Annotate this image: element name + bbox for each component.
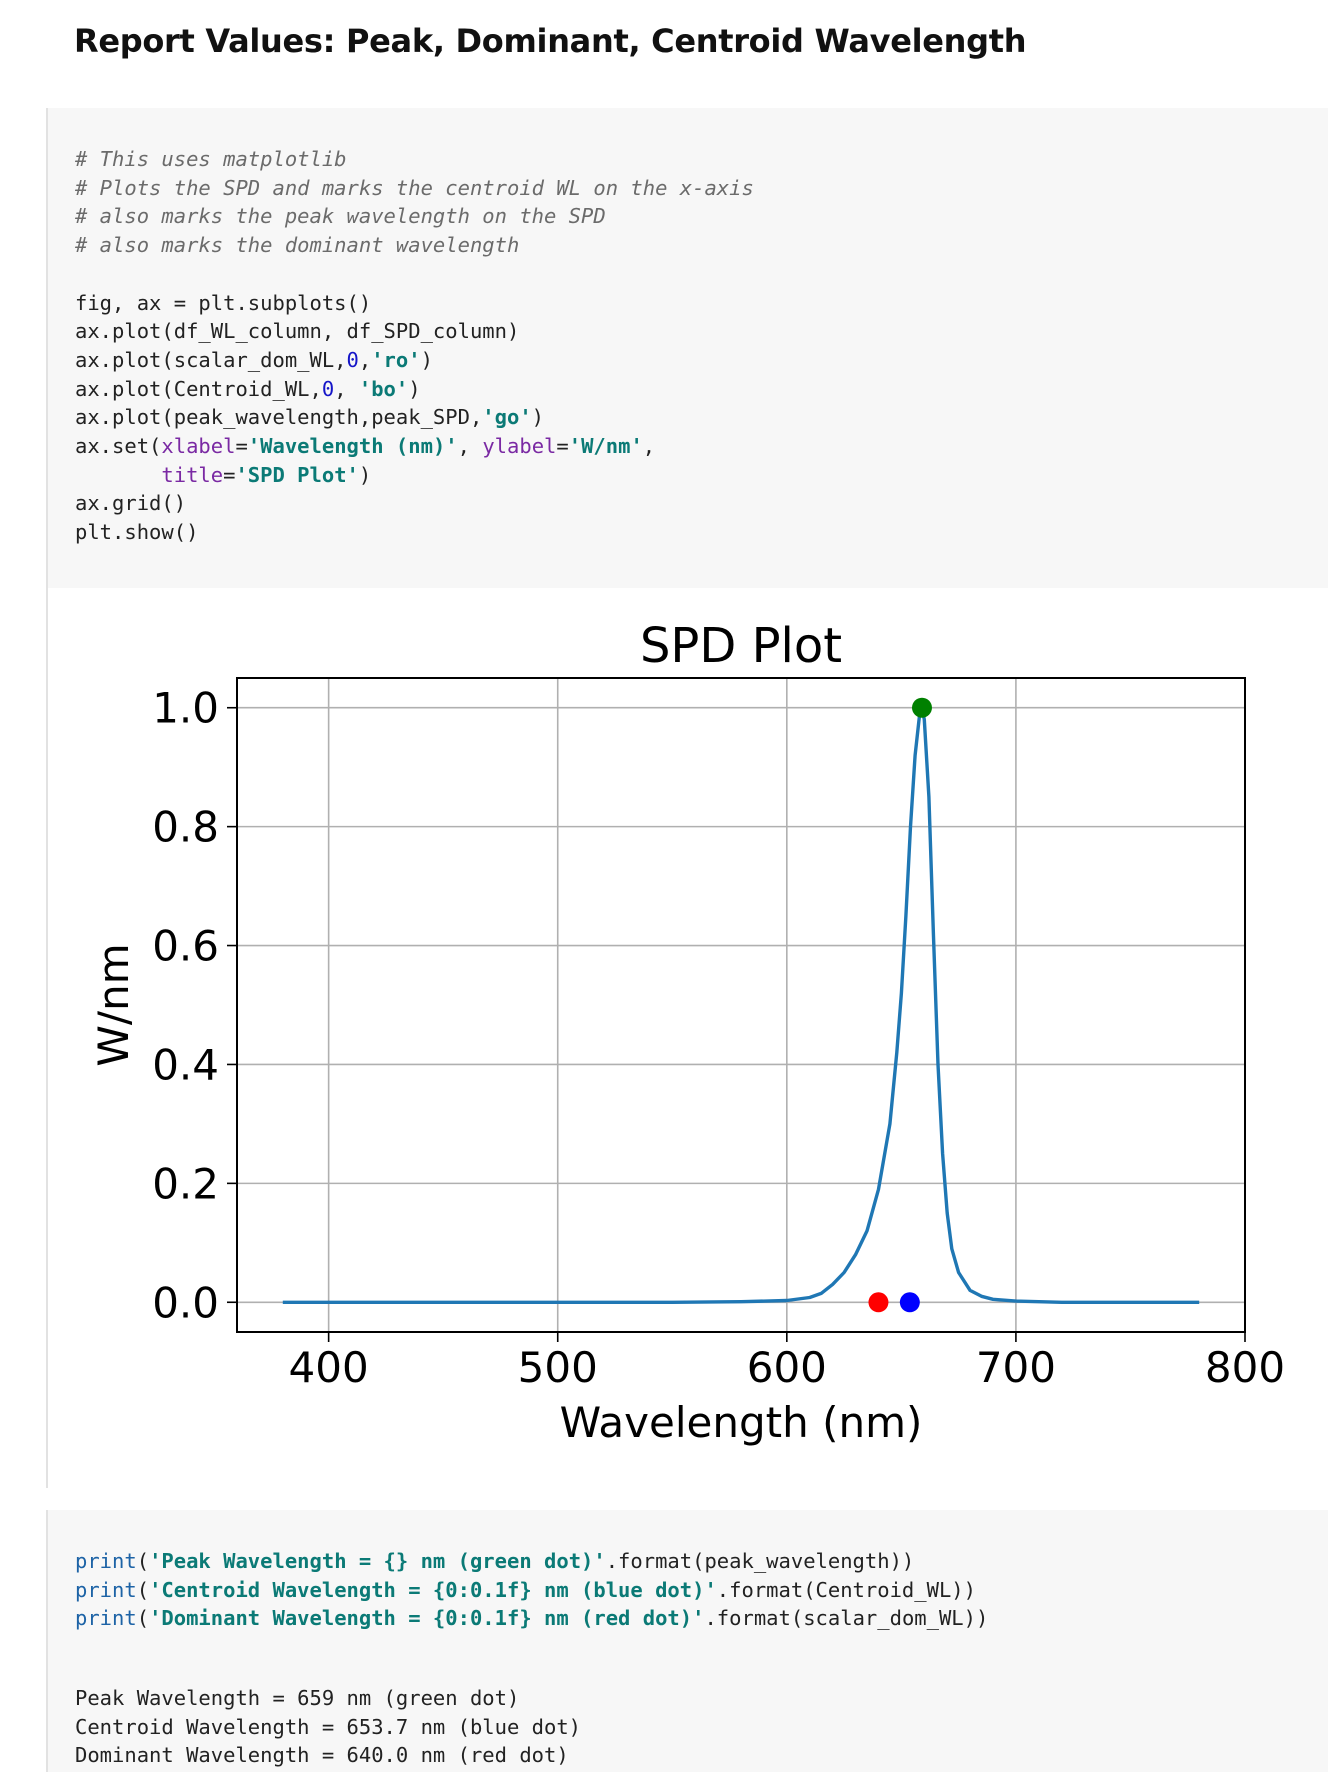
y-tick-label: 0.4 <box>152 1040 219 1089</box>
print-line: print('Peak Wavelength = {} nm (green do… <box>75 1549 914 1573</box>
code-cell-1[interactable] <box>46 108 1328 588</box>
y-axis-label: W/nm <box>89 943 138 1066</box>
code-comment-line: # also marks the dominant wavelength <box>75 233 520 258</box>
code-line-plot1: ax.plot(df_WL_column, df_SPD_column) <box>75 319 520 344</box>
code-token: ax.plot(Centroid_WL, <box>75 376 322 401</box>
output-line: Peak Wavelength = 659 nm (green dot) <box>75 1686 520 1710</box>
plot-area <box>237 678 1245 1332</box>
x-tick-label: 500 <box>518 1343 598 1392</box>
code-cell-2[interactable] <box>46 1510 1328 1772</box>
code-cell-1-border <box>46 108 48 1488</box>
code-function: print <box>75 1577 137 1602</box>
code-token: ) <box>358 462 372 487</box>
dominant-marker <box>868 1292 889 1313</box>
x-tick-label: 600 <box>747 1343 827 1392</box>
code-token: , <box>334 376 359 401</box>
code-line-set: ax.set(xlabel='Wavelength (nm)', ylabel=… <box>75 434 655 458</box>
code-token: .format(peak_wavelength)) <box>605 1549 915 1573</box>
y-tick-label: 0.8 <box>152 803 219 852</box>
code-token: ) <box>408 376 421 401</box>
y-tick-label: 1.0 <box>152 684 219 733</box>
code-token: ( <box>136 1549 150 1573</box>
plot-frame <box>236 677 1246 1333</box>
code-string: 'Centroid Wavelength = {0:0.1f} nm (blue… <box>149 1577 717 1602</box>
code-line-plot2: ax.plot(scalar_dom_WL,0,'ro') <box>75 348 433 372</box>
code-token: ax.plot(scalar_dom_WL, <box>75 347 347 372</box>
x-axis-label: Wavelength (nm) <box>560 1398 923 1447</box>
code-token: , <box>457 434 483 459</box>
x-tick-label: 400 <box>289 1343 369 1392</box>
code-token: = <box>223 462 236 487</box>
code-line-show: plt.show() <box>75 520 199 545</box>
code-token: .format(scalar_dom_WL)) <box>704 1606 989 1631</box>
code-token: ax.plot(peak_wavelength,peak_SPD, <box>75 405 483 430</box>
x-tick-label: 800 <box>1205 1343 1285 1392</box>
code-token: .format(Centroid_WL)) <box>716 1577 976 1602</box>
code-string: 'Wavelength (nm)' <box>247 434 458 459</box>
code-token: ( <box>136 1577 150 1602</box>
code-token: = <box>556 434 569 459</box>
code-cell-2-source[interactable]: print('Peak Wavelength = {} nm (green do… <box>75 1547 988 1633</box>
code-token: , <box>358 347 372 372</box>
code-line-grid: ax.grid() <box>75 491 187 516</box>
plot-output: 400 500 600 700 800 0.0 0.2 0.4 0.6 0.8 1.0 SPD Plo… <box>0 590 1328 1470</box>
code-string: 'SPD Plot' <box>235 462 359 487</box>
code-keyword: xlabel <box>161 434 236 459</box>
code-function: print <box>75 1606 137 1631</box>
code-line-plot4: ax.plot(peak_wavelength,peak_SPD,'go') <box>75 405 544 429</box>
centroid-marker <box>899 1292 920 1313</box>
code-comment-line: # also marks the peak wavelength on the … <box>75 204 606 229</box>
code-line-plot3: ax.plot(Centroid_WL,0, 'bo') <box>75 377 421 401</box>
code-token: , <box>642 434 656 459</box>
code-number: 0 <box>346 347 359 372</box>
y-tick-label: 0.2 <box>152 1159 219 1208</box>
code-cell-2-border <box>46 1510 48 1772</box>
section-heading: Report Values: Peak, Dominant, Centroid … <box>74 22 1027 60</box>
code-line-fig: fig, ax = plt.subplots() <box>75 290 372 315</box>
code-line-title: title='SPD Plot') <box>75 463 371 487</box>
cell-output: Peak Wavelength = 659 nm (green dot) Cen… <box>75 1684 581 1770</box>
code-string: 'go' <box>482 405 532 430</box>
code-token: ) <box>420 347 433 372</box>
code-token: ax.set( <box>75 434 162 459</box>
code-keyword: title <box>161 462 224 487</box>
code-keyword: ylabel <box>482 434 557 459</box>
spd-series-line <box>282 706 1200 1304</box>
y-tick-label: 0.6 <box>152 922 219 971</box>
spd-chart: 400 500 600 700 800 0.0 0.2 0.4 0.6 0.8 1.0 SPD Plo… <box>89 618 1285 1447</box>
code-token: ( <box>136 1606 150 1631</box>
code-string: 'Peak Wavelength = {} nm (green dot)' <box>149 1549 606 1573</box>
code-token: ) <box>531 405 545 430</box>
code-comment-line: # This uses matplotlib <box>75 147 347 171</box>
peak-marker <box>911 697 932 718</box>
code-string: 'bo' <box>358 376 409 401</box>
code-string: 'W/nm' <box>568 434 643 459</box>
y-tick-label: 0.0 <box>152 1278 219 1327</box>
code-string: 'ro' <box>371 347 421 372</box>
print-line: print('Dominant Wavelength = {0:0.1f} nm… <box>75 1606 988 1630</box>
code-cell-1-source[interactable]: # This uses matplotlib # Plots the SPD a… <box>75 145 754 547</box>
chart-title: SPD Plot <box>640 618 842 674</box>
code-indent <box>75 463 161 487</box>
code-number: 0 <box>321 376 335 401</box>
x-tick-label: 700 <box>976 1343 1056 1392</box>
output-line: Centroid Wavelength = 653.7 nm (blue dot… <box>75 1714 582 1739</box>
output-line: Dominant Wavelength = 640.0 nm (red dot) <box>75 1743 569 1768</box>
code-string: 'Dominant Wavelength = {0:0.1f} nm (red … <box>149 1606 705 1631</box>
print-line: print('Centroid Wavelength = {0:0.1f} nm… <box>75 1578 976 1602</box>
code-comment-line: # Plots the SPD and marks the centroid W… <box>75 175 754 200</box>
code-function: print <box>75 1549 137 1573</box>
code-token: = <box>235 434 248 459</box>
